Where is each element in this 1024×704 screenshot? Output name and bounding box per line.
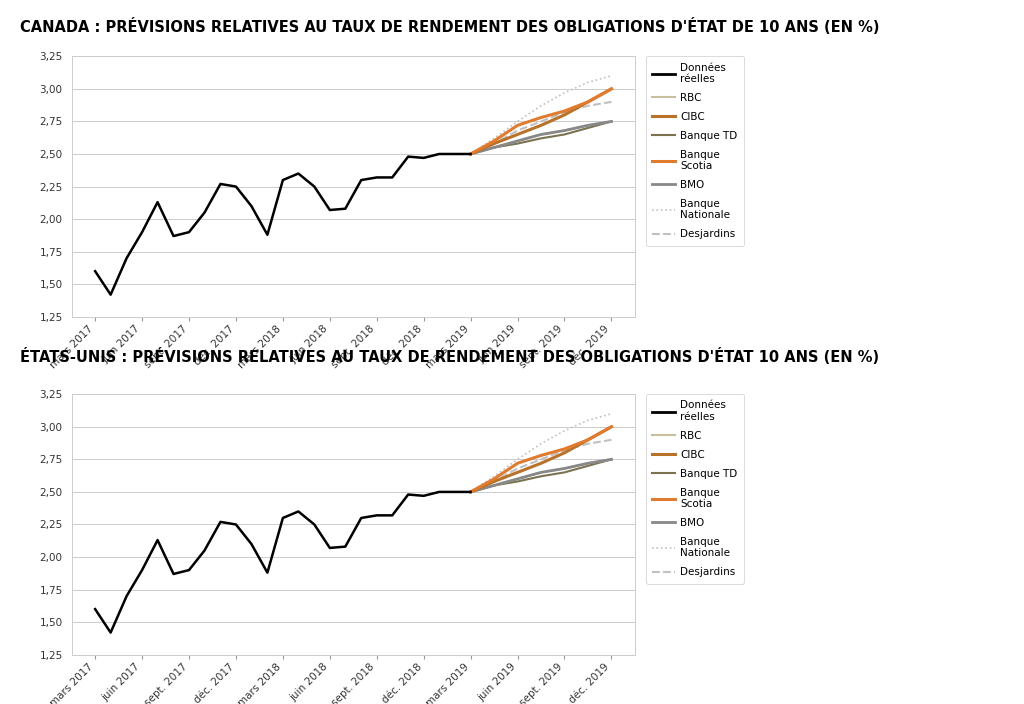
Legend: Données
réelles, RBC, CIBC, Banque TD, Banque
Scotia, BMO, Banque
Nationale, Des: Données réelles, RBC, CIBC, Banque TD, B… xyxy=(646,56,743,246)
Text: ÉTATS-UNIS : PRÉVISIONS RELATIVES AU TAUX DE RENDEMENT DES OBLIGATIONS D'ÉTAT 10: ÉTATS-UNIS : PRÉVISIONS RELATIVES AU TAU… xyxy=(20,348,880,365)
Legend: Données
réelles, RBC, CIBC, Banque TD, Banque
Scotia, BMO, Banque
Nationale, Des: Données réelles, RBC, CIBC, Banque TD, B… xyxy=(646,394,743,584)
Text: CANADA : PRÉVISIONS RELATIVES AU TAUX DE RENDEMENT DES OBLIGATIONS D'ÉTAT DE 10 : CANADA : PRÉVISIONS RELATIVES AU TAUX DE… xyxy=(20,18,880,34)
